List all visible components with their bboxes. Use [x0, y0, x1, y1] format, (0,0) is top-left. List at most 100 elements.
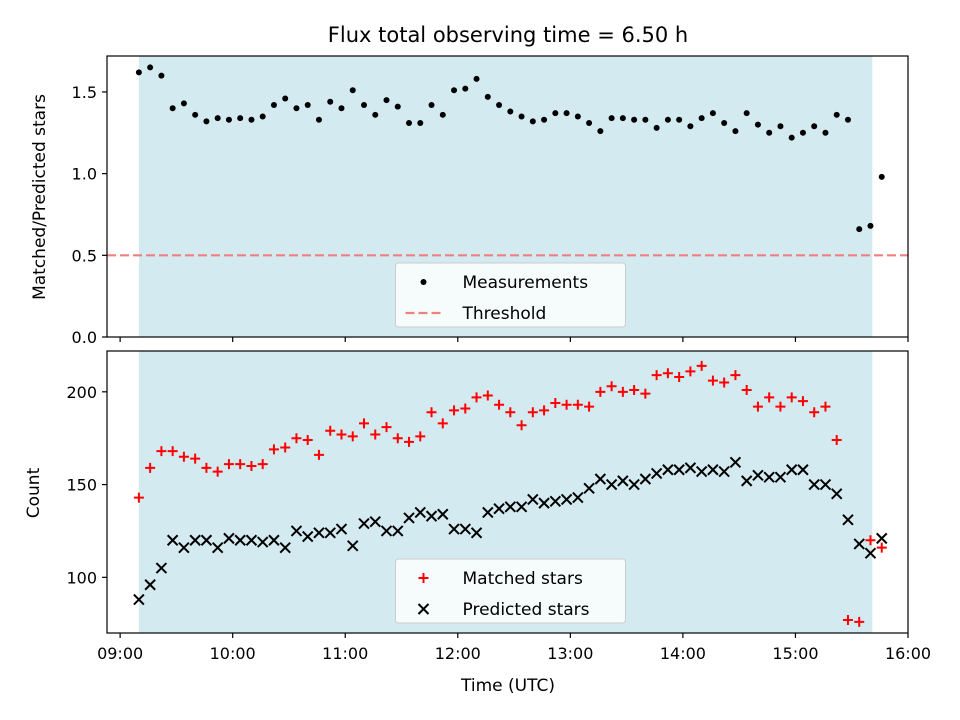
data-point	[133, 492, 144, 503]
data-point	[347, 431, 358, 442]
data-point	[246, 461, 257, 472]
data-point	[471, 392, 482, 403]
data-point	[831, 435, 842, 446]
data-point	[572, 491, 584, 504]
legend-label: Threshold	[462, 304, 547, 324]
data-point	[268, 444, 279, 455]
data-point	[313, 449, 324, 460]
data-point	[293, 105, 300, 112]
data-point	[515, 501, 528, 513]
data-point	[586, 119, 593, 126]
data-point	[426, 407, 437, 418]
legend-box	[395, 558, 626, 624]
data-point	[527, 407, 538, 418]
data-point	[425, 510, 438, 522]
data-point	[629, 384, 640, 395]
data-point	[335, 523, 348, 535]
data-point	[313, 527, 325, 539]
y-tick-label: 150	[66, 476, 97, 495]
data-point	[676, 116, 683, 123]
data-point	[327, 98, 334, 105]
data-point	[584, 401, 595, 412]
data-point	[606, 381, 617, 392]
data-point	[280, 442, 291, 453]
data-point	[774, 471, 787, 483]
y-tick-label: 200	[66, 383, 97, 402]
data-point	[245, 534, 258, 546]
legend: Matched stars Predicted stars	[395, 558, 626, 624]
data-point	[605, 478, 618, 491]
data-point	[282, 95, 289, 102]
data-point	[595, 386, 606, 397]
data-point	[797, 464, 809, 476]
data-point	[763, 471, 775, 483]
data-point	[180, 100, 187, 107]
data-point	[201, 462, 212, 473]
data-point	[833, 111, 840, 118]
data-point	[290, 525, 303, 537]
data-point	[867, 222, 874, 229]
ratio-panel: 0.0 0.5 1.0 1.5 Measurements Threshold	[72, 55, 909, 347]
data-point	[583, 482, 595, 494]
data-point	[156, 446, 167, 457]
data-point	[574, 113, 581, 120]
data-point	[234, 534, 246, 546]
data-point	[775, 401, 786, 412]
data-point	[369, 515, 381, 528]
data-point	[628, 478, 640, 491]
y-tick-label: 0.5	[72, 246, 97, 265]
data-point	[864, 547, 877, 559]
data-point	[788, 134, 795, 141]
data-point	[764, 392, 775, 403]
data-point	[259, 113, 266, 120]
data-point	[797, 396, 808, 407]
legend-label: Measurements	[463, 273, 589, 293]
data-point	[428, 102, 435, 109]
data-point	[449, 405, 460, 416]
data-point	[561, 399, 572, 410]
data-point	[155, 562, 168, 574]
series-predicted-stars	[133, 456, 888, 606]
data-point	[257, 459, 268, 470]
data-point	[707, 464, 719, 476]
data-point	[336, 429, 347, 440]
data-point	[403, 512, 415, 524]
data-point	[417, 119, 424, 126]
data-point	[189, 534, 201, 546]
data-point	[235, 459, 246, 470]
data-point	[811, 123, 818, 130]
data-point	[631, 116, 638, 123]
x-tick-label: 11:00	[322, 644, 368, 663]
data-point	[133, 593, 145, 606]
data-point	[786, 392, 797, 403]
data-point	[640, 388, 651, 399]
data-point	[144, 579, 156, 591]
data-point	[470, 527, 483, 539]
data-point	[460, 403, 471, 414]
x-tick-label: 13:00	[547, 644, 593, 663]
data-point	[719, 377, 730, 388]
data-point	[651, 370, 662, 381]
data-point	[383, 97, 390, 104]
legend-box	[395, 262, 626, 328]
top-y-axis-label: Matched/Predicted stars	[30, 94, 50, 300]
data-point	[370, 429, 381, 440]
data-point	[473, 75, 480, 82]
data-point	[406, 119, 413, 126]
data-point	[214, 115, 221, 122]
legend-marker-x	[417, 603, 430, 615]
data-point	[304, 102, 311, 109]
data-point	[135, 69, 142, 76]
data-point	[169, 105, 176, 112]
axes-frame	[106, 55, 909, 338]
data-point	[698, 115, 705, 122]
data-point	[302, 435, 313, 446]
chart-title: Flux total observing time = 6.50 h	[328, 23, 688, 47]
x-tick-label: 10:00	[210, 644, 256, 663]
data-point	[484, 93, 491, 100]
data-point	[211, 541, 224, 554]
data-point	[822, 129, 829, 136]
data-point	[541, 116, 548, 123]
data-point	[482, 390, 493, 401]
